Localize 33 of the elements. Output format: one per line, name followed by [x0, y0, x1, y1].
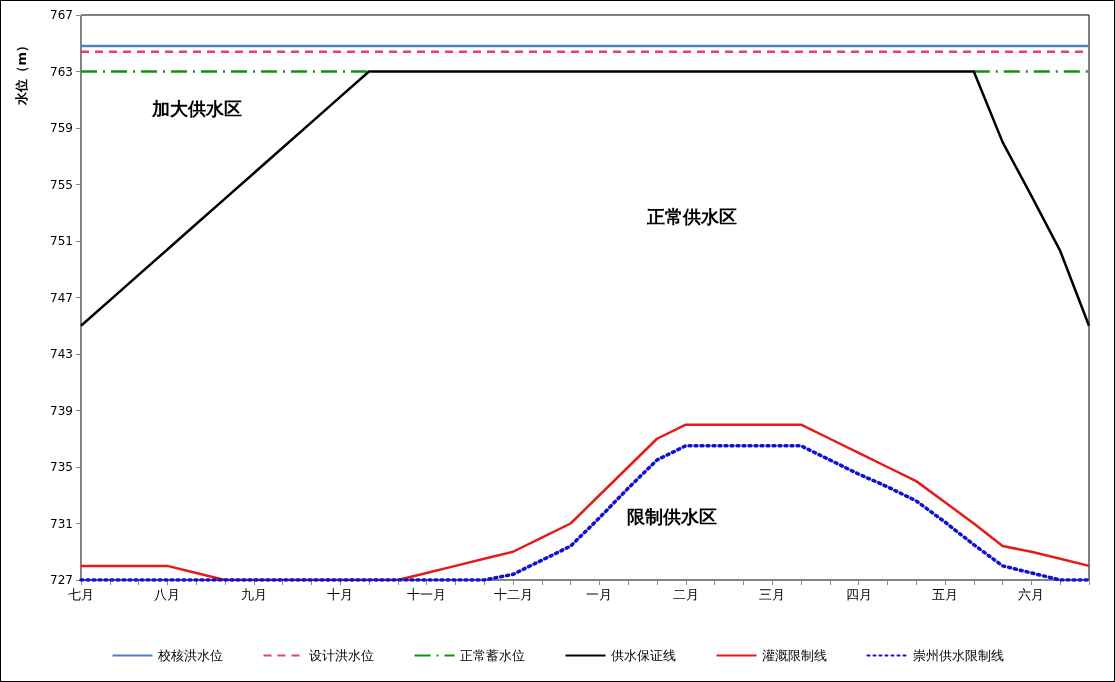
x-tick-label: 四月: [845, 587, 872, 602]
y-tick-label: 727: [50, 573, 73, 587]
annotation: 加大供水区: [150, 97, 242, 119]
y-tick-label: 739: [50, 403, 73, 418]
annotation: 正常供水区: [645, 205, 737, 227]
legend-label: 设计洪水位: [308, 648, 374, 663]
y-tick-label: 735: [50, 460, 73, 474]
x-tick-label: 十二月: [493, 587, 533, 602]
x-tick-label: 三月: [759, 587, 786, 602]
y-axis-title: 水位（m）: [13, 39, 29, 106]
x-tick-label: 十月: [327, 587, 354, 602]
legend-label: 校核洪水位: [156, 648, 223, 663]
y-tick-label: 759: [50, 121, 73, 135]
y-tick-label: 767: [50, 8, 73, 22]
annotation: 限制供水区: [626, 506, 717, 528]
x-tick-label: 八月: [154, 587, 181, 602]
y-tick-label: 731: [50, 516, 73, 531]
legend-label: 正常蓄水位: [459, 648, 525, 663]
legend-label: 供水保证线: [610, 648, 676, 663]
x-tick-label: 九月: [240, 587, 267, 602]
x-tick-label: 十一月: [407, 587, 447, 602]
x-tick-label: 一月: [586, 587, 613, 602]
x-tick-label: 六月: [1018, 587, 1045, 602]
y-tick-label: 747: [50, 290, 73, 305]
legend-label: 崇州供水限制线: [912, 648, 1004, 663]
x-tick-label: 五月: [932, 587, 958, 602]
x-tick-label: 七月: [68, 587, 94, 602]
x-tick-label: 二月: [672, 587, 699, 602]
legend-label: 灌溉限制线: [761, 648, 827, 663]
y-tick-label: 751: [50, 234, 73, 248]
y-tick-label: 743: [50, 347, 73, 361]
y-tick-label: 755: [50, 177, 73, 192]
y-tick-label: 763: [50, 64, 73, 79]
